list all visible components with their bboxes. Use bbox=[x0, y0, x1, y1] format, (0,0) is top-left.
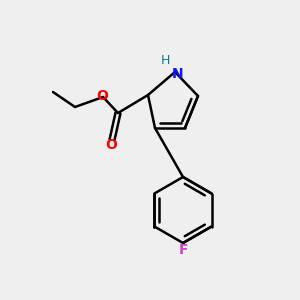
Text: N: N bbox=[172, 67, 184, 81]
Text: H: H bbox=[160, 53, 170, 67]
Text: F: F bbox=[178, 243, 188, 257]
Text: O: O bbox=[96, 89, 108, 103]
Text: O: O bbox=[105, 138, 117, 152]
